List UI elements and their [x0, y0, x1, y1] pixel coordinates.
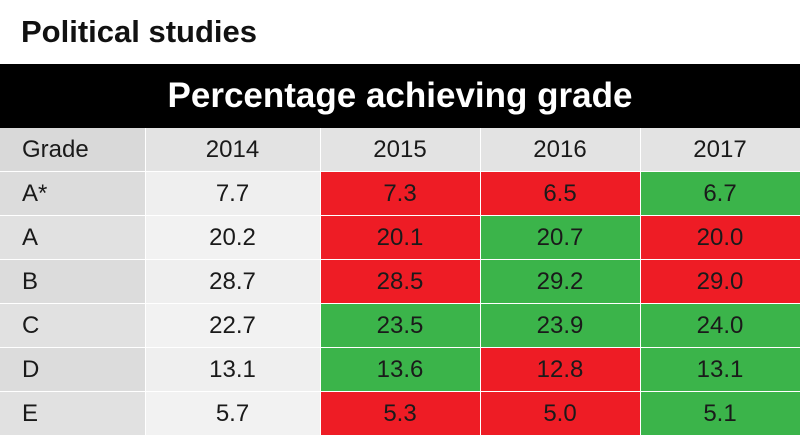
header-row: Grade 2014 2015 2016 2017 [0, 128, 800, 172]
table-row: A* 7.7 7.3 6.5 6.7 [0, 171, 800, 216]
value-cell: 5.1 [640, 391, 800, 436]
value-cell: 6.7 [640, 171, 800, 216]
value-cell: 28.7 [145, 259, 321, 304]
column-header-2017: 2017 [640, 128, 800, 172]
value-cell: 23.5 [320, 303, 481, 348]
table-row: E 5.7 5.3 5.0 5.1 [0, 391, 800, 436]
value-cell: 6.5 [480, 171, 641, 216]
value-cell: 12.8 [480, 347, 641, 392]
value-cell: 24.0 [640, 303, 800, 348]
table-row: C 22.7 23.5 23.9 24.0 [0, 303, 800, 348]
grade-label: A [0, 215, 146, 260]
value-cell: 20.1 [320, 215, 481, 260]
table-row: B 28.7 28.5 29.2 29.0 [0, 259, 800, 304]
column-header-2016: 2016 [480, 128, 641, 172]
value-cell: 5.3 [320, 391, 481, 436]
value-cell: 20.7 [480, 215, 641, 260]
page-title: Political studies [21, 14, 258, 49]
value-cell: 5.7 [145, 391, 321, 436]
value-cell: 13.1 [145, 347, 321, 392]
column-header-2014: 2014 [145, 128, 321, 172]
column-header-2015: 2015 [320, 128, 481, 172]
grade-label: E [0, 391, 146, 436]
grades-table: Grade 2014 2015 2016 2017 A* 7.7 7.3 6.5 6.7… [0, 128, 800, 436]
grade-label: D [0, 347, 146, 392]
table-row: A 20.2 20.1 20.7 20.0 [0, 215, 800, 260]
value-cell: 7.3 [320, 171, 481, 216]
value-cell: 29.2 [480, 259, 641, 304]
value-cell: 28.5 [320, 259, 481, 304]
grade-label: B [0, 259, 146, 304]
column-header-grade: Grade [0, 128, 146, 172]
value-cell: 5.0 [480, 391, 641, 436]
value-cell: 13.6 [320, 347, 481, 392]
value-cell: 20.2 [145, 215, 321, 260]
table-row: D 13.1 13.6 12.8 13.1 [0, 347, 800, 392]
value-cell: 23.9 [480, 303, 641, 348]
value-cell: 20.0 [640, 215, 800, 260]
grade-label: C [0, 303, 146, 348]
value-cell: 29.0 [640, 259, 800, 304]
value-cell: 7.7 [145, 171, 321, 216]
grade-label: A* [0, 171, 146, 216]
table-banner: Percentage achieving grade [0, 64, 800, 128]
value-cell: 22.7 [145, 303, 321, 348]
value-cell: 13.1 [640, 347, 800, 392]
